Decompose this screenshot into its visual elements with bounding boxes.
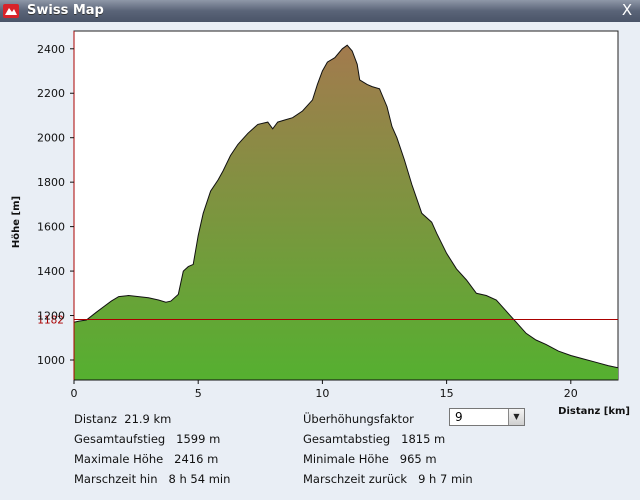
close-icon[interactable]: X	[621, 1, 633, 19]
y-axis-label: Höhe [m]	[11, 196, 22, 248]
x-tick-label: 5	[195, 387, 202, 400]
time-back-value: 9 h 7 min	[418, 472, 473, 486]
exaggeration-label: Überhöhungsfaktor	[303, 412, 414, 426]
min-height-label: Minimale Höhe	[303, 452, 389, 466]
descent-value: 1815 m	[401, 432, 446, 446]
reference-line-label: 1182	[37, 315, 64, 327]
window-title: Swiss Map	[27, 3, 104, 18]
time-forward-stat: Marschzeit hin 8 h 54 min	[74, 472, 230, 486]
distance-value: 21.9 km	[124, 412, 172, 426]
y-tick-label: 1800	[37, 176, 65, 189]
x-tick-label: 15	[440, 387, 454, 400]
y-tick-label: 1400	[37, 265, 65, 278]
time-back-label: Marschzeit zurück	[303, 472, 408, 486]
time-forward-label: Marschzeit hin	[74, 472, 158, 486]
exaggeration-value: 9	[455, 410, 463, 424]
ascent-label: Gesamtaufstieg	[74, 432, 166, 446]
swiss-map-app-icon	[3, 4, 19, 18]
max-height-stat: Maximale Höhe 2416 m	[74, 452, 218, 466]
elevation-area	[74, 45, 618, 380]
y-tick-label: 2000	[37, 132, 65, 145]
max-height-value: 2416 m	[174, 452, 219, 466]
ascent-stat: Gesamtaufstieg 1599 m	[74, 432, 220, 446]
elevation-line	[73, 44, 619, 369]
x-axis-label: Distanz [km]	[558, 406, 630, 417]
distance-stat: Distanz 21.9 km	[74, 412, 171, 426]
window-content: 1182 0 5 10 15 20 1000 1200 1400 1600 1800 2000 220…	[0, 22, 640, 500]
y-tick-label: 2200	[37, 87, 65, 100]
max-height-label: Maximale Höhe	[74, 452, 164, 466]
titlebar[interactable]: Swiss Map X	[0, 0, 640, 23]
descent-stat: Gesamtabstieg 1815 m	[303, 432, 445, 446]
time-forward-value: 8 h 54 min	[168, 472, 231, 486]
y-tick-label: 1600	[37, 221, 65, 234]
y-tick-label: 1200	[37, 310, 65, 323]
y-tick-label: 2400	[37, 43, 65, 56]
min-height-stat: Minimale Höhe 965 m	[303, 452, 437, 466]
ascent-value: 1599 m	[176, 432, 221, 446]
x-tick-label: 10	[315, 387, 329, 400]
time-back-stat: Marschzeit zurück 9 h 7 min	[303, 472, 473, 486]
elevation-chart: 1182 0 5 10 15 20 1000 1200 1400 1600 1800 2000 220…	[11, 30, 630, 417]
x-tick-label: 20	[564, 387, 578, 400]
chevron-down-icon[interactable]: ▼	[508, 409, 524, 425]
distance-label: Distanz	[74, 412, 117, 426]
y-tick-label: 1000	[37, 354, 65, 367]
exaggeration-select[interactable]: 9 ▼	[449, 408, 525, 426]
x-tick-label: 0	[71, 387, 78, 400]
min-height-value: 965 m	[399, 452, 437, 466]
descent-label: Gesamtabstieg	[303, 432, 391, 446]
